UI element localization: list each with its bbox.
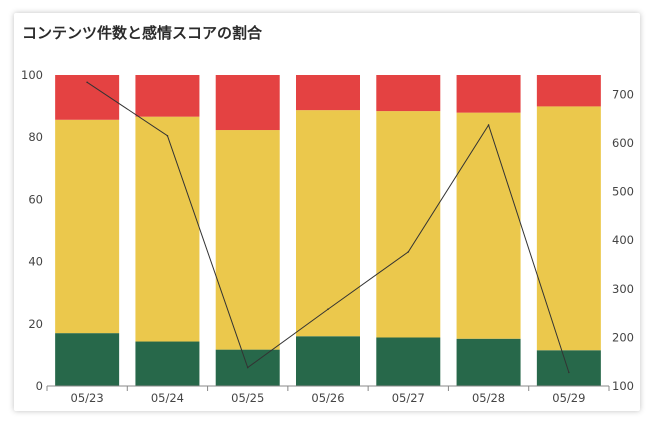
bar-segment-05-26-s1 — [296, 110, 360, 337]
line-point-05-25 — [246, 366, 249, 369]
bar-segment-05-29-s0 — [536, 350, 601, 386]
axes-layer: 05/23 05/24 05/25 05/26 05/27 05/28 05/29 0 20 40… — [21, 68, 634, 405]
x-tick-label: 05/26 — [311, 391, 344, 405]
bar-segment-05-24-s2 — [135, 75, 200, 117]
y-left-tick-label: 0 — [36, 379, 43, 393]
line-point-05-24 — [166, 134, 169, 137]
x-tick-label: 05/28 — [472, 391, 505, 405]
y-left-tick-label: 40 — [28, 255, 43, 269]
line-point-05-27 — [407, 251, 410, 253]
line-point-05-23 — [86, 81, 88, 84]
line-point-05-28 — [487, 124, 490, 126]
bars-layer — [55, 75, 601, 386]
y-left-tick-label: 80 — [28, 130, 43, 144]
y-right-tick-label: 400 — [612, 233, 634, 247]
y-right-tick-label: 300 — [612, 282, 634, 296]
y-right-tick-label: 100 — [612, 379, 634, 393]
bar-segment-05-27-s1 — [376, 111, 441, 338]
y-left-tick-label: 60 — [28, 192, 43, 206]
bar-segment-05-23-s0 — [55, 333, 120, 386]
line-point-05-29 — [568, 371, 570, 374]
bar-segment-05-25-s2 — [215, 75, 280, 131]
bar-segment-05-29-s1 — [536, 106, 601, 351]
y-left-tick-label: 20 — [28, 317, 43, 331]
x-tick-label: 05/23 — [71, 391, 104, 405]
bar-segment-05-28-s1 — [456, 112, 521, 339]
bar-segment-05-26-s0 — [296, 336, 360, 386]
x-tick-label: 05/27 — [392, 391, 425, 405]
y-right-tick-label: 600 — [612, 136, 634, 150]
line-point-05-26 — [327, 308, 329, 311]
y-right-tick-label: 700 — [612, 87, 634, 101]
bar-segment-05-23-s1 — [55, 119, 120, 334]
x-tick-label: 05/24 — [151, 391, 184, 405]
bar-segment-05-24-s0 — [135, 341, 200, 386]
bar-segment-05-29-s2 — [536, 75, 601, 107]
x-tick-label: 05/25 — [231, 391, 264, 405]
bar-segment-05-26-s2 — [296, 75, 360, 111]
bar-segment-05-24-s1 — [135, 116, 200, 342]
bar-segment-05-25-s1 — [215, 130, 280, 350]
y-right-tick-label: 200 — [612, 330, 634, 344]
chart-title: コンテンツ件数と感情スコアの割合 — [22, 24, 263, 42]
y-left-tick-label: 100 — [21, 68, 43, 82]
line-layer — [86, 81, 570, 374]
x-tick-label: 05/29 — [552, 391, 585, 405]
bar-segment-05-27-s0 — [376, 337, 441, 386]
y-right-tick-label: 500 — [612, 185, 634, 199]
bar-segment-05-28-s0 — [456, 338, 521, 386]
bar-segment-05-27-s2 — [376, 75, 441, 112]
bar-segment-05-28-s2 — [456, 75, 521, 113]
